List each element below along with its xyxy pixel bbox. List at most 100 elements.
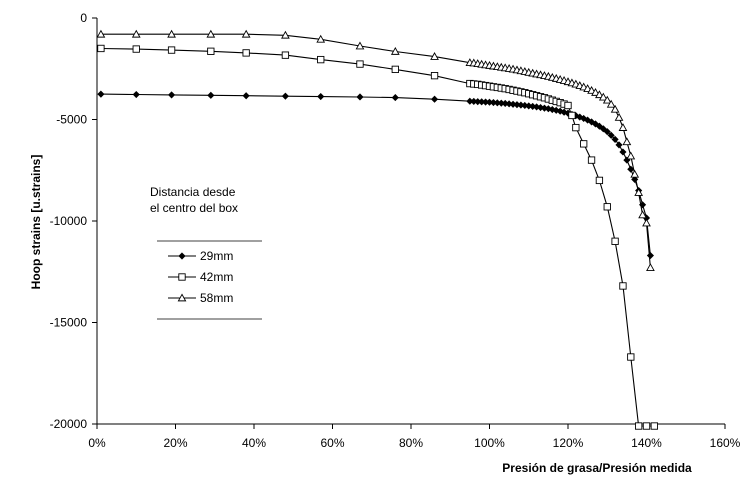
- x-tick-label: 60%: [320, 436, 344, 450]
- data-point-58mm: [598, 92, 608, 101]
- series-line-58mm: [100, 33, 651, 268]
- data-point-29mm: [132, 90, 140, 99]
- data-point-58mm: [630, 169, 640, 178]
- data-point-58mm: [646, 263, 655, 272]
- series-layer: [96, 29, 659, 430]
- series-58mm: [96, 29, 655, 272]
- y-tick-label: -15000: [50, 316, 88, 330]
- data-point-58mm: [606, 99, 616, 108]
- data-point-29mm: [595, 122, 603, 130]
- data-point-29mm: [168, 91, 176, 99]
- data-point-58mm: [622, 137, 632, 146]
- data-point-58mm: [281, 30, 290, 39]
- x-axis-title: Presión de grasa/Presión medida: [502, 461, 692, 475]
- data-point-42mm: [635, 422, 643, 430]
- data-point-58mm: [206, 29, 216, 38]
- data-point-58mm: [241, 29, 251, 38]
- legend: Distancia desde el centro del box 29mm 42…: [150, 185, 262, 320]
- data-point-29mm: [603, 128, 611, 136]
- x-tick-label: 140%: [631, 436, 662, 450]
- legend-label-58mm: 58mm: [200, 291, 233, 305]
- data-point-42mm: [281, 51, 290, 59]
- legend-marker-58mm: [177, 293, 187, 302]
- data-point-58mm: [390, 46, 400, 55]
- data-point-29mm: [207, 91, 215, 99]
- data-point-29mm: [356, 93, 364, 101]
- data-point-58mm: [96, 29, 106, 38]
- data-point-42mm: [611, 237, 619, 245]
- data-point-58mm: [131, 29, 141, 38]
- x-tick-label: 40%: [242, 436, 266, 450]
- x-tick-label: 100%: [474, 436, 505, 450]
- data-point-42mm: [430, 72, 439, 80]
- y-tick-label: 0: [80, 11, 87, 25]
- x-tick-label: 20%: [163, 436, 187, 450]
- data-point-29mm: [97, 90, 105, 98]
- x-tick-label: 80%: [399, 436, 423, 450]
- data-point-58mm: [316, 34, 326, 43]
- data-point-42mm: [564, 101, 572, 110]
- data-point-58mm: [626, 151, 636, 160]
- data-point-58mm: [614, 112, 624, 121]
- series-line-29mm: [100, 93, 651, 256]
- data-point-42mm: [132, 45, 140, 53]
- legend-marker-29mm: [178, 252, 186, 260]
- data-point-29mm: [627, 165, 635, 173]
- y-axis: 0 -5000 -10000 -15000 -20000: [50, 11, 97, 431]
- data-point-42mm: [595, 176, 604, 185]
- data-point-42mm: [650, 422, 659, 430]
- data-point-42mm: [167, 46, 176, 54]
- y-axis-title: Hoop strains [u.strains]: [29, 155, 43, 290]
- series-42mm: [97, 44, 659, 430]
- legend-marker-42mm: [178, 273, 186, 281]
- x-tick-label: 0%: [88, 436, 106, 450]
- data-point-29mm: [599, 125, 607, 133]
- data-point-42mm: [97, 44, 105, 53]
- data-point-58mm: [618, 123, 628, 131]
- legend-title-line-2: el centro del box: [150, 201, 238, 215]
- data-point-29mm: [281, 92, 289, 100]
- data-point-29mm: [317, 92, 325, 101]
- data-point-58mm: [167, 29, 176, 38]
- legend-box: 29mm 42mm 58mm: [157, 240, 262, 320]
- data-point-29mm: [615, 141, 623, 149]
- data-point-58mm: [642, 218, 651, 227]
- data-point-42mm: [317, 55, 325, 64]
- data-point-42mm: [572, 123, 580, 132]
- legend-label-29mm: 29mm: [200, 249, 233, 263]
- data-point-29mm: [391, 94, 399, 102]
- data-point-58mm: [595, 90, 604, 99]
- y-tick-label: -20000: [50, 417, 88, 431]
- data-point-29mm: [242, 92, 250, 100]
- data-point-58mm: [591, 87, 600, 96]
- data-point-42mm: [603, 203, 611, 211]
- data-point-29mm: [619, 148, 627, 156]
- data-point-58mm: [430, 52, 439, 60]
- data-point-58mm: [355, 41, 365, 50]
- y-tick-label: -5000: [56, 113, 87, 127]
- data-point-58mm: [638, 210, 647, 219]
- series-29mm: [97, 90, 654, 260]
- x-tick-label: 160%: [710, 436, 741, 450]
- data-point-29mm: [611, 135, 619, 143]
- data-point-42mm: [627, 353, 635, 361]
- legend-label-42mm: 42mm: [200, 270, 233, 284]
- data-point-29mm: [646, 251, 654, 260]
- data-point-42mm: [242, 49, 250, 57]
- data-point-29mm: [607, 131, 615, 139]
- data-point-42mm: [568, 111, 576, 120]
- data-point-42mm: [207, 47, 215, 55]
- data-point-42mm: [356, 60, 364, 68]
- legend-frame: [157, 241, 262, 319]
- legend-title-line-1: Distancia desde: [150, 185, 236, 199]
- data-point-29mm: [430, 95, 439, 103]
- data-point-42mm: [587, 156, 596, 164]
- x-axis: 0% 20% 40% 60% 80% 100% 120% 140% 160%: [88, 424, 741, 450]
- data-point-58mm: [634, 188, 644, 196]
- data-point-42mm: [580, 140, 588, 148]
- data-point-58mm: [602, 95, 612, 104]
- data-point-58mm: [587, 85, 596, 94]
- data-point-58mm: [610, 104, 620, 113]
- x-tick-label: 120%: [553, 436, 584, 450]
